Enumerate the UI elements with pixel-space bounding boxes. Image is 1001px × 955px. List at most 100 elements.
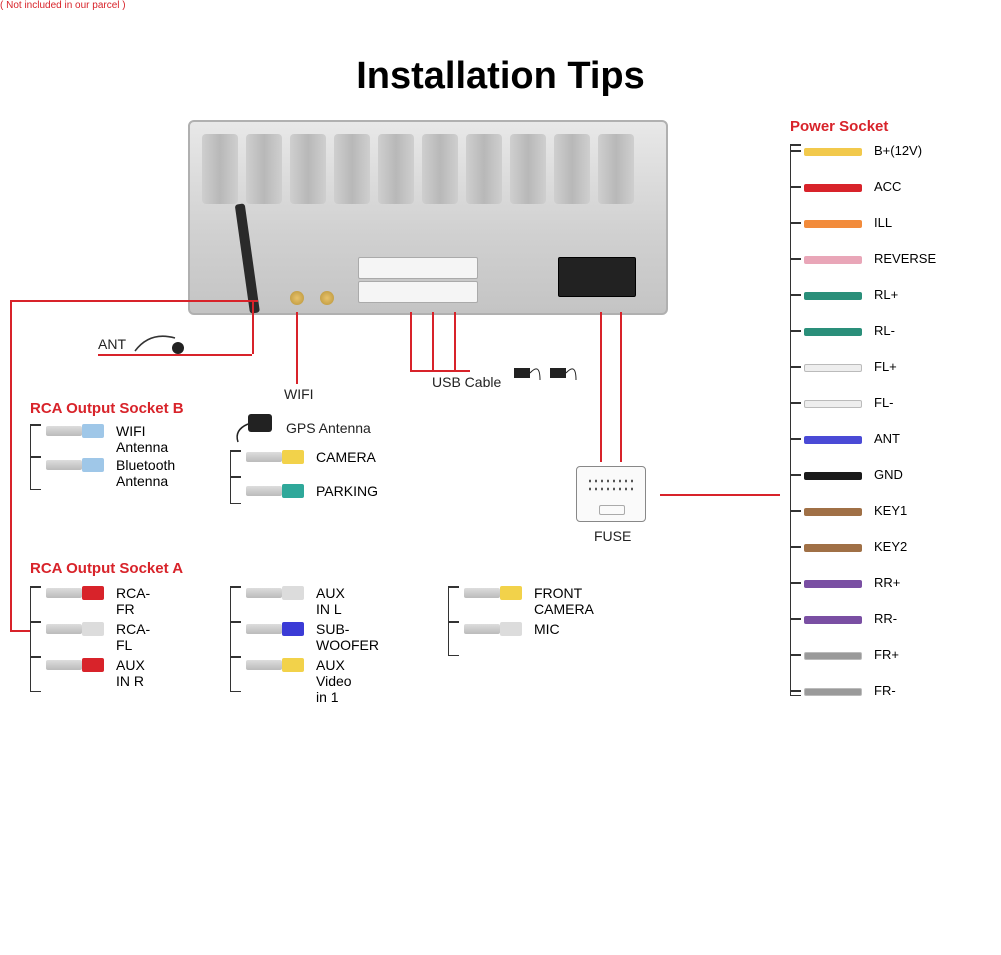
wire-row-key1: KEY1	[804, 498, 964, 528]
callout-line	[600, 312, 602, 462]
rca-label: AUX Video in 1	[316, 657, 352, 705]
callout-line	[620, 312, 622, 462]
wire-row-acc: ACC	[804, 174, 964, 204]
ant-label: ANT	[98, 336, 126, 352]
wire-label: REVERSE	[874, 251, 936, 266]
rca-a-header: RCA Output Socket A	[30, 560, 183, 577]
wire-swatch	[804, 292, 862, 300]
callout-line	[10, 630, 30, 632]
antenna-icon	[235, 203, 260, 313]
wire-swatch	[804, 508, 862, 516]
wire-row-fl-: FL+	[804, 354, 964, 384]
wire-row-fl-: FL-	[804, 390, 964, 420]
rca-connector-icon	[46, 458, 106, 472]
rca-connector-icon	[46, 622, 106, 636]
rca-label: AUX IN R	[116, 657, 145, 689]
wire-label: FR-	[874, 683, 896, 698]
wire-swatch	[804, 544, 862, 552]
sma-wifi-icon	[290, 291, 304, 305]
bracket-rca-a3	[448, 586, 449, 656]
rca-connector-icon	[246, 658, 306, 672]
wire-label: FR+	[874, 647, 899, 662]
rca-connector-icon	[46, 424, 106, 438]
wire-swatch	[804, 220, 862, 228]
callout-line	[10, 300, 258, 302]
wire-row-rl-: RL+	[804, 282, 964, 312]
fuse-label: FUSE	[594, 528, 631, 544]
rca-label: CAMERA	[316, 449, 376, 465]
wire-swatch	[804, 688, 862, 696]
callout-line	[660, 494, 780, 496]
wifi-label: WIFI	[284, 386, 314, 402]
callout-line	[432, 312, 434, 370]
wire-row-rr-: RR+	[804, 570, 964, 600]
device-chassis	[188, 120, 668, 315]
usb-cable-icon	[510, 360, 580, 390]
fuse-box	[576, 466, 646, 522]
power-connector	[558, 257, 636, 297]
wire-label: RL-	[874, 323, 895, 338]
wire-label: KEY2	[874, 539, 907, 554]
wire-label: ANT	[874, 431, 900, 446]
rca-b-header: RCA Output Socket B	[30, 400, 184, 417]
connector-bottom	[358, 281, 478, 303]
wire-label: B+(12V)	[874, 143, 922, 158]
rca-connector-icon	[246, 622, 306, 636]
rca-connector-icon	[246, 450, 306, 464]
wire-label: FL-	[874, 395, 894, 410]
callout-line	[10, 300, 12, 630]
wire-row-fr-: FR-	[804, 678, 964, 708]
wire-row-gnd: GND	[804, 462, 964, 492]
bracket-camera	[230, 450, 231, 504]
wire-row-fr-: FR+	[804, 642, 964, 672]
bracket-rca-a1	[30, 586, 31, 692]
sma-gps-icon	[320, 291, 334, 305]
wire-swatch	[804, 580, 862, 588]
rca-connector-icon	[464, 586, 524, 600]
wire-label: RR-	[874, 611, 897, 626]
rca-connector-icon	[46, 586, 106, 600]
rca-label: FRONT CAMERA	[534, 585, 594, 617]
bracket-power	[790, 144, 791, 696]
wire-label: KEY1	[874, 503, 907, 518]
rca-connector-icon	[464, 622, 524, 636]
wire-swatch	[804, 256, 862, 264]
heatsink	[202, 134, 654, 214]
callout-line	[410, 370, 470, 372]
callout-line	[410, 312, 412, 370]
wire-label: RL+	[874, 287, 898, 302]
wire-row-rr-: RR-	[804, 606, 964, 636]
wire-label: FL+	[874, 359, 897, 374]
rca-label: SUB-WOOFER	[316, 621, 379, 653]
bracket-rca-b	[30, 424, 31, 490]
rca-label: AUX IN L	[316, 585, 345, 617]
wire-swatch	[804, 652, 862, 660]
gps-antenna-icon	[230, 410, 280, 446]
antenna-accessory-icon	[130, 326, 190, 356]
rca-label: Bluetooth Antenna	[116, 457, 175, 489]
callout-line	[454, 312, 456, 370]
wire-swatch	[804, 616, 862, 624]
rca-connector-icon	[46, 658, 106, 672]
wire-swatch	[804, 148, 862, 156]
wire-row-rl-: RL-	[804, 318, 964, 348]
rca-label: RCA-FL	[116, 621, 150, 653]
connector-top	[358, 257, 478, 279]
usb-label: USB Cable	[432, 374, 501, 390]
wire-label: ILL	[874, 215, 892, 230]
rca-label: WIFI Antenna	[116, 423, 168, 455]
gps-label: GPS Antenna	[286, 420, 371, 436]
wire-row-ill: ILL	[804, 210, 964, 240]
wire-label: RR+	[874, 575, 900, 590]
rca-connector-icon	[246, 484, 306, 498]
rca-label: MIC	[534, 621, 560, 637]
wire-label: GND	[874, 467, 903, 482]
page-title: Installation Tips	[0, 55, 1001, 98]
wire-swatch	[804, 184, 862, 192]
wire-label: ACC	[874, 179, 901, 194]
wire-swatch	[804, 364, 862, 372]
wire-swatch	[804, 400, 862, 408]
rca-connector-icon	[246, 586, 306, 600]
wire-row-key2: KEY2	[804, 534, 964, 564]
wire-row-reverse: REVERSE	[804, 246, 964, 276]
